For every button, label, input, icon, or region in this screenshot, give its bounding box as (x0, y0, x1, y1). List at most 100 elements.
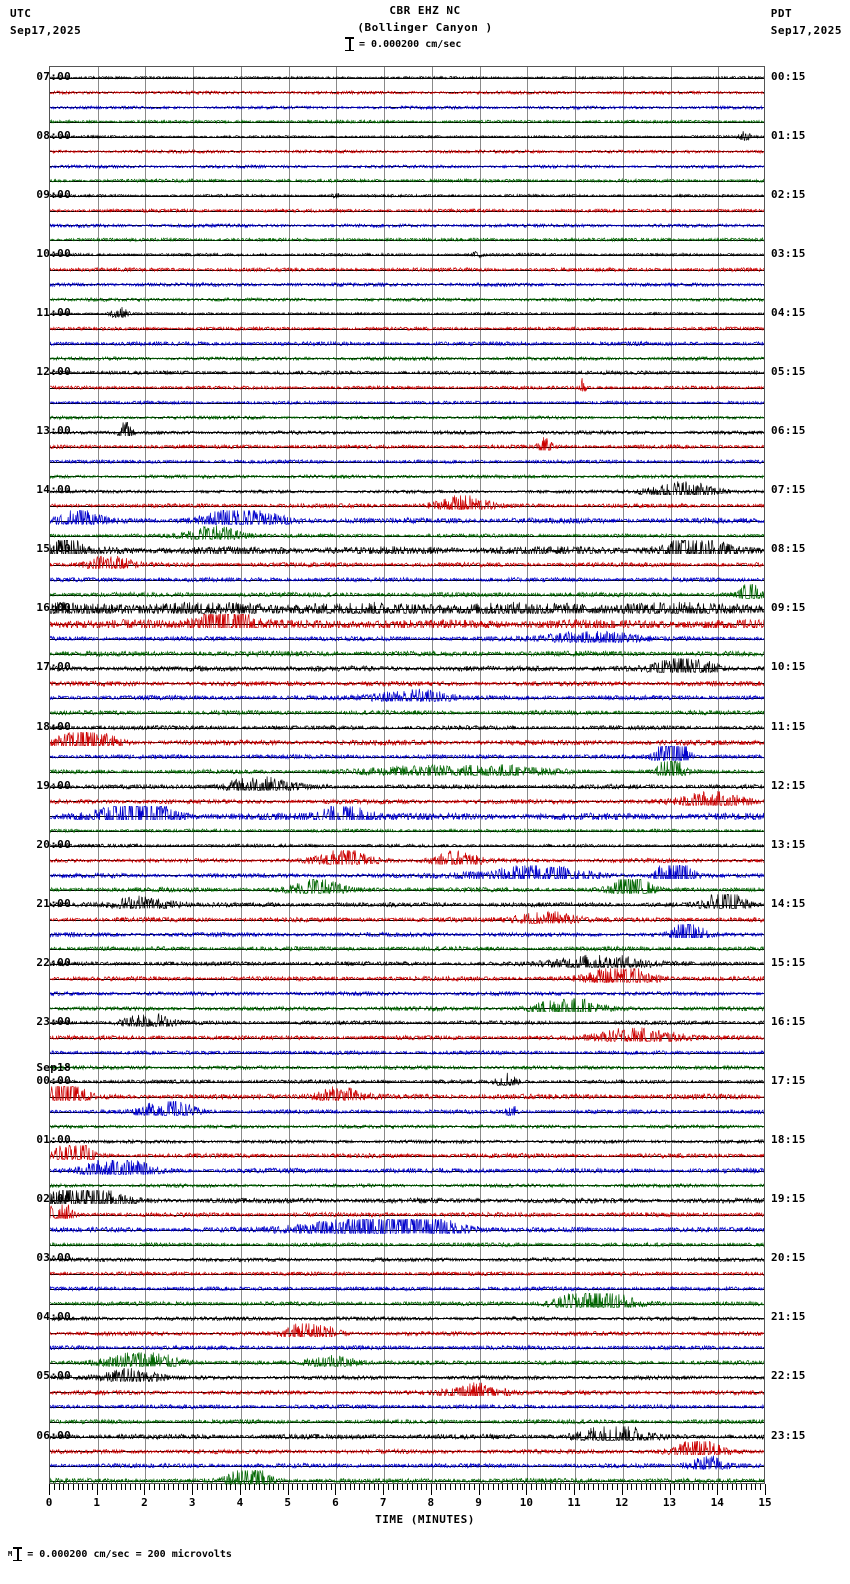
axis-tick-label: 4 (236, 1496, 244, 1509)
trace-waveform (50, 156, 764, 171)
trace-waveform (50, 1012, 764, 1027)
trace-row (50, 1086, 764, 1101)
vertical-gridline (575, 67, 577, 1483)
axis-major-tick (192, 1484, 194, 1495)
footer-prefix: M (8, 1550, 13, 1558)
scale-bar-legend: = 0.000200 cm/sec (345, 37, 461, 51)
trace-row (50, 348, 764, 363)
trace-waveform (50, 614, 764, 629)
axis-minor-tick (445, 1484, 447, 1490)
axis-minor-tick (473, 1484, 475, 1490)
trace-waveform (50, 466, 764, 481)
trace-row (50, 1160, 764, 1175)
trace-row (50, 274, 764, 289)
trace-waveform (50, 1131, 764, 1146)
axis-minor-tick (688, 1484, 690, 1490)
trace-waveform (50, 1190, 764, 1205)
trace-waveform (50, 599, 764, 614)
vertical-gridline (479, 67, 481, 1483)
axis-major-tick (287, 1484, 289, 1495)
axis-minor-tick (72, 1484, 74, 1490)
axis-tick-label: 6 (332, 1496, 339, 1509)
axis-minor-tick (349, 1484, 351, 1490)
axis-minor-tick (488, 1484, 490, 1490)
axis-minor-tick (550, 1484, 552, 1490)
trace-row (50, 924, 764, 939)
footer-ibeam-icon (13, 1547, 23, 1561)
axis-minor-tick (368, 1484, 370, 1490)
axis-tick-label: 9 (475, 1496, 482, 1509)
axis-minor-tick (416, 1484, 418, 1490)
trace-waveform (50, 1101, 764, 1116)
footer-scale-note: M = 0.000200 cm/sec = 200 microvolts (8, 1547, 232, 1561)
trace-row (50, 614, 764, 629)
vertical-gridline (288, 67, 290, 1483)
trace-baseline (50, 240, 764, 242)
axis-minor-tick (722, 1484, 724, 1490)
pdt-time-label: 09:15 (771, 601, 806, 615)
trace-row (50, 983, 764, 998)
axis-minor-tick (655, 1484, 657, 1490)
trace-row (50, 451, 764, 466)
axis-minor-tick (306, 1484, 308, 1490)
trace-baseline (50, 402, 764, 404)
trace-baseline (50, 1185, 764, 1187)
trace-row (50, 1263, 764, 1278)
utc-time-label: 04:00 (36, 1310, 71, 1324)
pdt-time-label: 02:15 (771, 187, 806, 201)
trace-baseline (50, 1259, 764, 1261)
axis-tick-label: 2 (141, 1496, 148, 1509)
utc-time-label: 02:00 (36, 1192, 71, 1206)
axis-major-tick (430, 1484, 432, 1495)
trace-row (50, 953, 764, 968)
trace-waveform (50, 1027, 764, 1042)
left-timezone-label: UTC (10, 7, 32, 20)
axis-major-tick (669, 1484, 671, 1495)
axis-tick-label: 15 (758, 1496, 772, 1509)
trace-waveform (50, 525, 764, 540)
utc-time-label: 12:00 (36, 365, 71, 379)
trace-row (50, 1426, 764, 1441)
trace-row (50, 377, 764, 392)
axis-title: TIME (MINUTES) (375, 1513, 475, 1526)
axis-major-tick (478, 1484, 480, 1495)
axis-minor-tick (387, 1484, 389, 1490)
trace-waveform (50, 894, 764, 909)
trace-baseline (50, 860, 764, 862)
axis-major-tick (717, 1484, 719, 1495)
trace-waveform (50, 1057, 764, 1072)
trace-waveform (50, 1426, 764, 1441)
trace-row (50, 540, 764, 555)
trace-row (50, 1219, 764, 1234)
trace-row (50, 791, 764, 806)
trace-row (50, 850, 764, 865)
axis-minor-tick (507, 1484, 509, 1490)
axis-minor-tick (364, 1484, 366, 1490)
utc-time-label: 16:00 (36, 601, 71, 615)
trace-row (50, 156, 764, 171)
utc-time-label: 03:00 (36, 1251, 71, 1265)
axis-minor-tick (497, 1484, 499, 1490)
axis-minor-tick (177, 1484, 179, 1490)
trace-row (50, 1278, 764, 1293)
utc-time-label: 18:00 (36, 719, 71, 733)
utc-time-label: 19:00 (36, 778, 71, 792)
axis-minor-tick (249, 1484, 251, 1490)
utc-time-label: 14:00 (36, 483, 71, 497)
axis-minor-tick (750, 1484, 752, 1490)
trace-waveform (50, 82, 764, 97)
minutes-axis: 0 1 2 3 4 5 6 7 8 9 10 11 12 13 14 15 (46, 1484, 772, 1524)
trace-row (50, 1042, 764, 1057)
trace-waveform (50, 170, 764, 185)
pdt-time-label: 22:15 (771, 1369, 806, 1383)
trace-waveform (50, 1071, 764, 1086)
trace-waveform (50, 924, 764, 939)
trace-waveform (50, 1308, 764, 1323)
axis-minor-tick (593, 1484, 595, 1490)
axis-minor-tick (344, 1484, 346, 1490)
left-timezone-block: UTC Sep17,2025 (10, 7, 81, 37)
trace-row (50, 318, 764, 333)
axis-minor-tick (168, 1484, 170, 1490)
trace-row (50, 879, 764, 894)
trace-baseline (50, 771, 764, 773)
